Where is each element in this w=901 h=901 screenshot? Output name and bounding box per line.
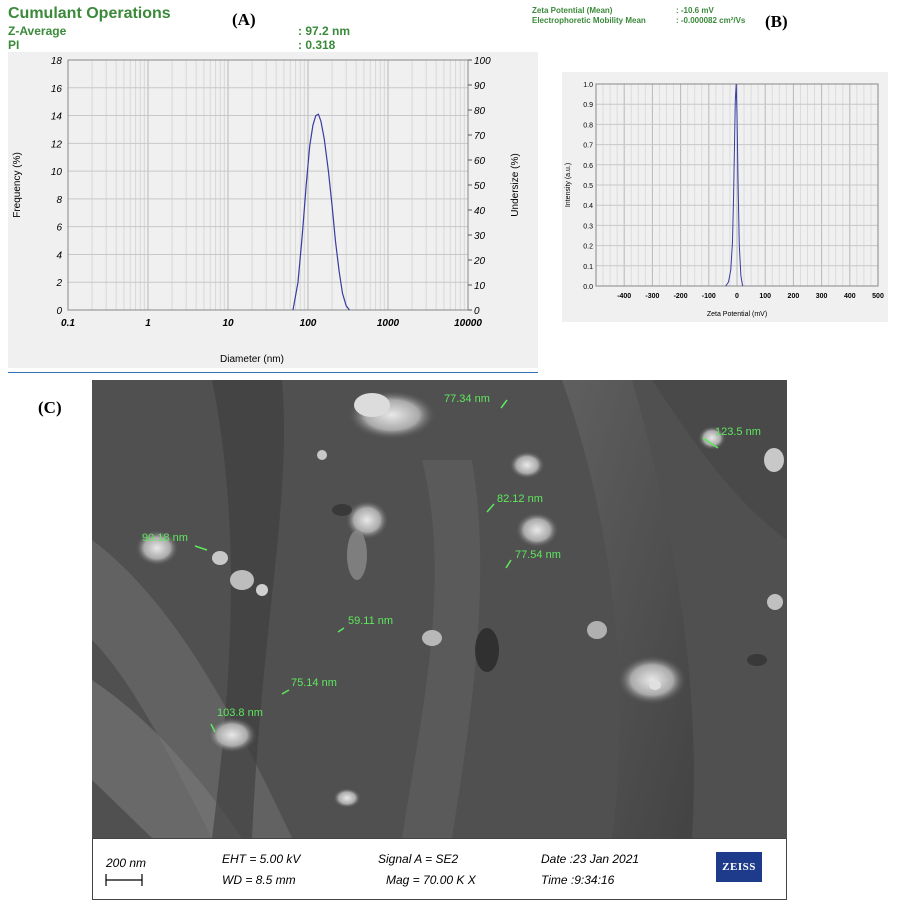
zeiss-logo: ZEISS [716, 852, 762, 882]
measurement-label: 77.34 nm [444, 393, 490, 405]
y-tick-label: 16 [51, 84, 63, 95]
cumulant-title: Cumulant Operations [8, 5, 171, 22]
y-tick-label: 0.9 [583, 102, 593, 109]
zeta-potential-value: : -10.6 mV [676, 6, 714, 15]
x-tick-label: -200 [674, 293, 688, 300]
zeta-potential-chart: 0.0 0.1 0.2 0.3 0.4 0.5 0.6 0.7 0.8 0.9 1.0 -400 -30… [562, 72, 888, 322]
sem-image: 77.34 nm 123.5 nm 82.12 nm 90.18 nm 77.5… [92, 380, 787, 838]
measurement-label: 90.18 nm [142, 532, 188, 544]
chart-a-y2label: Undersize (%) [510, 153, 521, 216]
y2-tick-label: 90 [474, 81, 486, 92]
sem-info-bar [92, 838, 787, 900]
y-tick-label: 0 [56, 306, 62, 317]
x-tick-label: 0.1 [61, 318, 75, 329]
signal-value: Signal A = SE2 [378, 852, 459, 866]
x-tick-label: 0 [735, 293, 739, 300]
y-tick-label: 0.2 [583, 244, 593, 251]
y-tick-label: 2 [55, 278, 62, 289]
panel-c-label: (C) [38, 398, 62, 417]
pi-label: PI [8, 38, 20, 52]
y2-tick-label: 70 [474, 131, 486, 142]
y-tick-label: 4 [56, 250, 62, 261]
chart-a-xlabel: Diameter (nm) [220, 354, 284, 365]
sem-texture [92, 380, 787, 838]
chart-b-ticks: 0.0 0.1 0.2 0.3 0.4 0.5 0.6 0.7 0.8 0.9 1.0 -400 -30… [583, 82, 884, 300]
panel-b-label: (B) [765, 12, 788, 31]
y2-tick-label: 20 [473, 256, 486, 267]
measurement-label: 103.8 nm [217, 707, 263, 719]
x-tick-label: 10000 [454, 318, 482, 329]
x-tick-label: 100 [759, 293, 771, 300]
mag-value: Mag = 70.00 K X [386, 873, 476, 887]
measurement-label: 59.11 nm [348, 615, 394, 627]
zeta-potential-label: Zeta Potential (Mean) [532, 6, 613, 15]
chart-b-ylabel: Intensity (a.u.) [565, 163, 572, 207]
y2-tick-label: 30 [474, 231, 486, 242]
x-tick-label: -300 [645, 293, 659, 300]
x-tick-label: 300 [816, 293, 828, 300]
chart-a-background [8, 52, 538, 368]
measurement-label: 75.14 nm [291, 677, 337, 689]
y-tick-label: 12 [51, 139, 63, 150]
y-tick-label: 0.4 [583, 203, 593, 210]
y-tick-label: 8 [56, 195, 62, 206]
y2-tick-label: 50 [474, 181, 486, 192]
y-tick-label: 0.0 [583, 284, 593, 291]
size-distribution-chart: 0 2 4 6 8 10 12 14 16 18 0 10 20 30 40 50 60 70 80 90 100 0.1… [8, 52, 538, 368]
y-tick-label: 14 [51, 112, 63, 123]
chart-a-ticks: 0 2 4 6 8 10 12 14 16 18 0 10 20 30 40 50 60 70 80 90 100 0.1… [51, 56, 491, 329]
eht-value: EHT = 5.00 kV [222, 852, 301, 866]
x-tick-label: 100 [300, 318, 317, 329]
mobility-value: : -0.000082 cm²/Vs [676, 16, 746, 25]
y-tick-label: 0.6 [583, 163, 593, 170]
chart-a-grid [67, 59, 468, 311]
z-average-label: Z-Average [8, 24, 67, 38]
chart-b-background [562, 72, 888, 322]
y-tick-label: 0.5 [583, 183, 593, 190]
x-tick-label: -100 [702, 293, 716, 300]
chart-a-divider [8, 372, 538, 373]
x-tick-label: 200 [788, 293, 800, 300]
x-tick-label: 10 [222, 318, 234, 329]
y-tick-label: 1.0 [583, 82, 593, 89]
chart-b-xlabel: Zeta Potential (mV) [707, 311, 767, 318]
measurement-label: 77.54 nm [515, 549, 561, 561]
scale-bar [105, 874, 143, 886]
y2-tick-label: 60 [474, 156, 486, 167]
scale-bar-label: 200 nm [106, 856, 147, 870]
y-tick-label: 18 [51, 56, 63, 67]
pi-value: : 0.318 [298, 38, 336, 52]
mobility-label: Electrophoretic Mobility Mean [532, 16, 646, 25]
y2-tick-label: 40 [474, 206, 486, 217]
x-tick-label: 500 [872, 293, 884, 300]
zeta-distribution-curve [725, 83, 744, 287]
y2-tick-label: 10 [474, 281, 486, 292]
x-tick-label: 400 [844, 293, 856, 300]
measurement-label: 82.12 nm [497, 493, 543, 505]
y2-tick-label: 0 [474, 306, 480, 317]
size-distribution-curve [292, 113, 350, 311]
wd-value: WD = 8.5 mm [222, 873, 296, 887]
chart-a-ylabel: Frequency (%) [12, 152, 23, 218]
y-tick-label: 10 [51, 167, 63, 178]
time-value: Time :9:34:16 [541, 873, 615, 887]
y-tick-label: 0.7 [583, 143, 593, 150]
y-tick-label: 0.1 [583, 264, 593, 271]
chart-b-frame [595, 83, 879, 287]
date-value: Date :23 Jan 2021 [541, 852, 640, 866]
y-tick-label: 6 [56, 223, 62, 234]
measurement-label: 123.5 nm [715, 426, 761, 438]
z-average-value: : 97.2 nm [298, 24, 351, 38]
x-tick-label: 1000 [377, 318, 400, 329]
y2-tick-label: 100 [474, 56, 491, 67]
y-tick-label: 0.3 [583, 223, 593, 230]
x-tick-label: -400 [617, 293, 631, 300]
panel-a-label: (A) [232, 10, 256, 29]
x-tick-label: 1 [145, 318, 151, 329]
y2-tick-label: 80 [474, 106, 486, 117]
y-tick-label: 0.8 [583, 122, 593, 129]
